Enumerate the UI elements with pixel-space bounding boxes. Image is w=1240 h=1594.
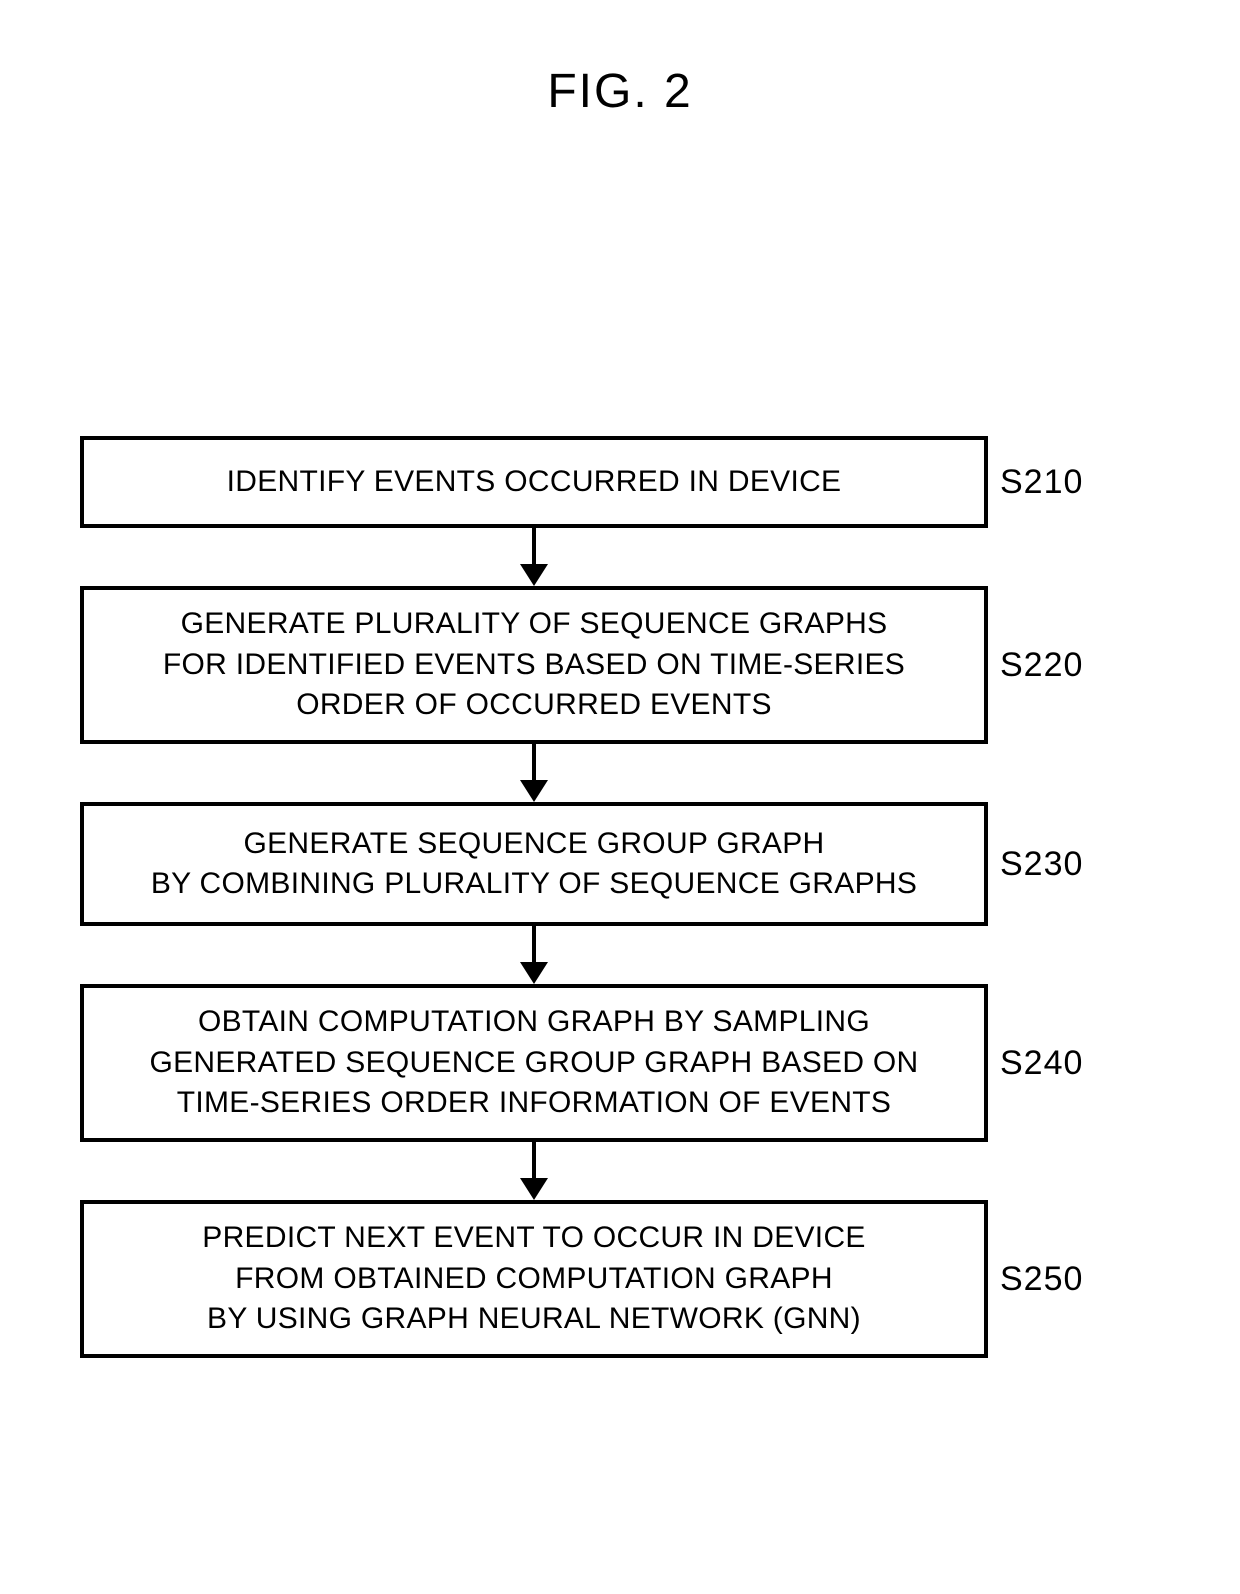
arrow-shaft xyxy=(532,528,536,566)
flow-arrow xyxy=(80,528,1068,586)
arrow-shaft xyxy=(532,1142,536,1180)
arrow-head-icon xyxy=(520,564,548,586)
flow-step-box: IDENTIFY EVENTS OCCURRED IN DEVICE xyxy=(80,436,988,528)
step-ref-label: S220 xyxy=(1000,646,1083,685)
flow-step: IDENTIFY EVENTS OCCURRED IN DEVICES210 xyxy=(80,436,1068,528)
step-ref-label: S230 xyxy=(1000,845,1083,884)
step-ref-label: S210 xyxy=(1000,463,1083,502)
figure-title: FIG. 2 xyxy=(547,64,692,119)
arrow-head-icon xyxy=(520,780,548,802)
flow-step-box: GENERATE PLURALITY OF SEQUENCE GRAPHSFOR… xyxy=(80,586,988,744)
flow-step: GENERATE PLURALITY OF SEQUENCE GRAPHSFOR… xyxy=(80,586,1068,744)
flow-step: PREDICT NEXT EVENT TO OCCUR IN DEVICEFRO… xyxy=(80,1200,1068,1358)
flow-step: OBTAIN COMPUTATION GRAPH BY SAMPLINGGENE… xyxy=(80,984,1068,1142)
flow-step-box: GENERATE SEQUENCE GROUP GRAPHBY COMBININ… xyxy=(80,802,988,926)
arrow-shaft xyxy=(532,926,536,964)
step-ref-label: S240 xyxy=(1000,1044,1083,1083)
flow-step-box: PREDICT NEXT EVENT TO OCCUR IN DEVICEFRO… xyxy=(80,1200,988,1358)
step-ref-label: S250 xyxy=(1000,1260,1083,1299)
arrow-shaft xyxy=(532,744,536,782)
flow-arrow xyxy=(80,744,1068,802)
flow-step-box: OBTAIN COMPUTATION GRAPH BY SAMPLINGGENE… xyxy=(80,984,988,1142)
flow-arrow xyxy=(80,1142,1068,1200)
flow-arrow xyxy=(80,926,1068,984)
flowchart-container: IDENTIFY EVENTS OCCURRED IN DEVICES210 GE… xyxy=(80,436,1068,1358)
arrow-head-icon xyxy=(520,1178,548,1200)
flow-step: GENERATE SEQUENCE GROUP GRAPHBY COMBININ… xyxy=(80,802,1068,926)
arrow-head-icon xyxy=(520,962,548,984)
